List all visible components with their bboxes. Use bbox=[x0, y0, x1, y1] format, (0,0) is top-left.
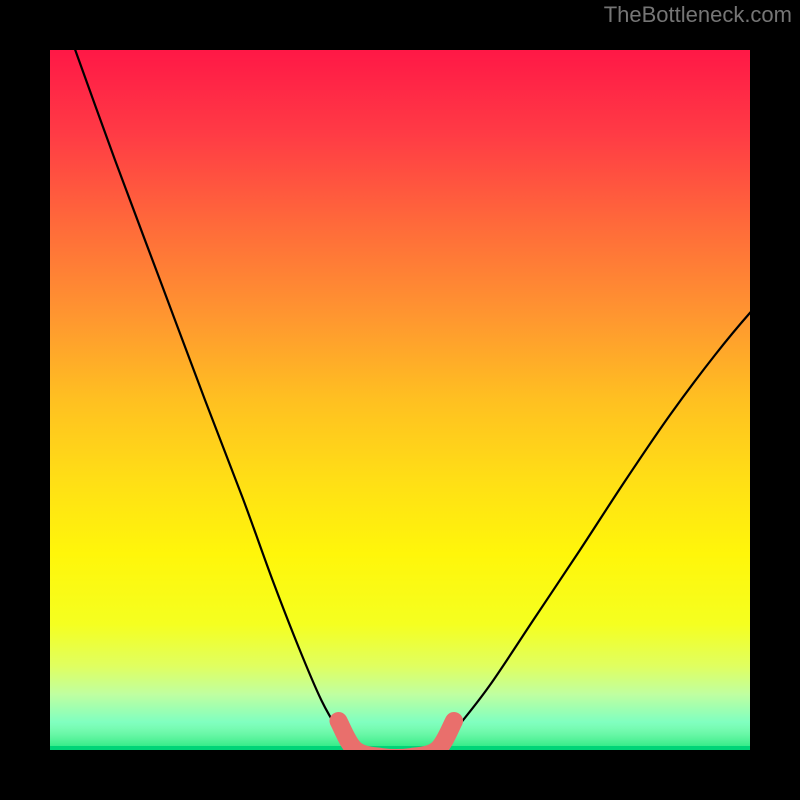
bottleneck-chart bbox=[0, 0, 800, 800]
chart-container: TheBottleneck.com bbox=[0, 0, 800, 800]
watermark-text: TheBottleneck.com bbox=[604, 2, 792, 28]
